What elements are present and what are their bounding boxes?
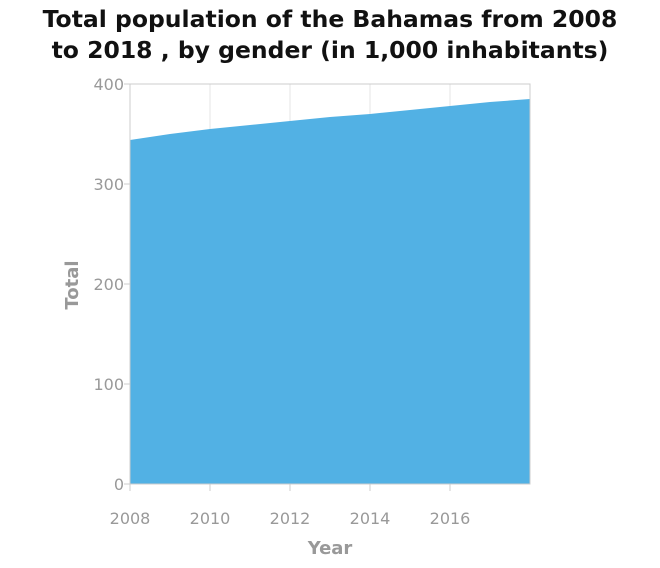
y-axis-ticks: 0 100 200 300 400 xyxy=(93,75,130,494)
chart-title-line-1: Total population of the Bahamas from 200… xyxy=(42,5,618,33)
x-tick-label: 2016 xyxy=(430,509,471,528)
population-area xyxy=(130,99,530,484)
x-tick-label: 2014 xyxy=(350,509,391,528)
y-axis-title: Total xyxy=(62,260,83,309)
y-tick-label: 400 xyxy=(93,75,124,94)
y-tick-label: 200 xyxy=(93,275,124,294)
chart-title: Total population of the Bahamas from 200… xyxy=(0,4,660,66)
y-tick-label: 0 xyxy=(114,475,124,494)
y-tick-label: 100 xyxy=(93,375,124,394)
x-tick-label: 2008 xyxy=(110,509,151,528)
x-axis-ticks: 2008 2010 2012 2014 2016 xyxy=(110,484,471,528)
y-tick-label: 300 xyxy=(93,175,124,194)
x-axis-title: Year xyxy=(307,538,353,559)
chart-title-line-2: to 2018 , by gender (in 1,000 inhabitant… xyxy=(51,36,609,64)
x-tick-label: 2012 xyxy=(270,509,311,528)
plot-area xyxy=(130,99,530,484)
x-tick-label: 2010 xyxy=(190,509,231,528)
